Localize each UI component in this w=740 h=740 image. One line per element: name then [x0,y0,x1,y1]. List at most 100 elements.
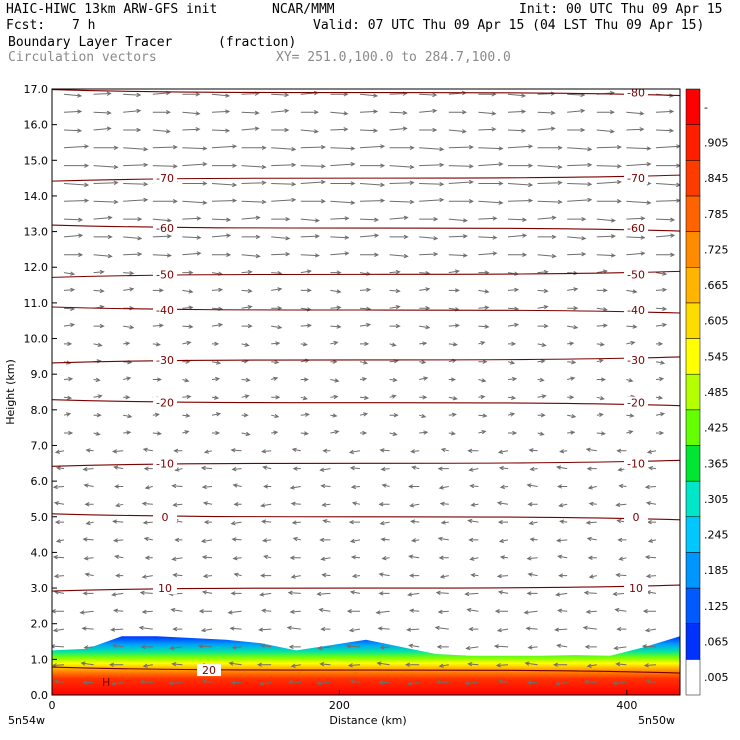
wind-vector [478,235,498,240]
contour-label-bg [624,396,649,409]
wind-vector [211,412,222,417]
contour-line [52,174,680,182]
wind-vector [316,591,331,597]
wind-vector [557,554,568,559]
y-tick-label: 8.0 [31,404,49,417]
wind-vector [618,483,627,489]
wind-vector [241,377,251,383]
wind-vector [93,394,103,399]
wind-vector [63,128,83,133]
wind-vector [271,216,291,222]
colorbar-swatch [685,231,701,268]
wind-vector [419,430,429,435]
wind-vector [143,536,153,542]
wind-vector [596,288,608,293]
wind-vector [557,484,568,489]
x-right-location: 5n50w [638,714,675,727]
wind-vector [655,182,680,188]
colorbar-swatch [685,88,701,125]
y-tick-label: 5.0 [31,511,49,524]
wind-vector [241,412,249,418]
wind-vector [359,412,369,417]
wind-vector [478,216,498,221]
wind-vector [586,466,597,471]
wind-vector [52,484,65,490]
wind-vector [389,145,415,151]
wind-vector [82,680,94,685]
wind-vector [436,644,449,650]
wind-vector [54,449,65,454]
wind-vector [63,322,76,328]
colorbar-label: .785 [704,208,729,221]
wind-vector [54,519,64,525]
wind-vector [171,556,183,561]
wind-vector [626,235,646,240]
colorbar-swatch [685,445,701,482]
wind-vector [567,197,593,203]
wind-vector [231,466,242,472]
wind-vector [260,643,272,649]
wind-vector [230,520,242,526]
wind-vector [407,681,420,686]
wind-vector [567,395,575,400]
wind-vector [381,555,390,561]
wind-vector [407,592,420,597]
wind-vector [389,199,415,205]
wind-vector [171,662,183,667]
wind-vector [123,376,132,381]
wind-vector [419,413,427,418]
wind-vector [596,358,604,364]
wind-vector [555,681,568,686]
y-tick-label: 17.0 [24,83,49,96]
wind-vector [468,626,479,632]
wind-vector [211,93,231,98]
y-tick-label: 7.0 [31,439,49,452]
colorbar-label: - [704,101,708,114]
contour-line [52,513,680,521]
wind-vector [626,251,646,256]
wind-vector [93,234,113,240]
wind-vector [448,253,468,258]
wind-vector [537,126,556,131]
wind-vector [410,519,420,524]
wind-vector [410,449,420,454]
wind-vector [173,448,183,454]
wind-vector [322,519,331,524]
wind-vector [93,342,103,347]
wind-vector [378,502,390,507]
wind-vector [507,182,534,188]
wind-vector [93,91,112,96]
wind-vector [81,626,94,631]
wind-vector [379,645,390,650]
contour-label-bg [624,89,649,99]
wind-vector [330,162,356,167]
contour-label-bg [153,396,178,409]
wind-vector [448,179,474,185]
wind-vector [419,324,431,330]
wind-vector [467,448,479,454]
wind-vector [330,429,340,435]
wind-vector [123,251,143,257]
wind-vector [359,360,369,365]
wind-vector [434,625,449,631]
wind-vector [478,430,487,435]
wind-vector [523,610,538,615]
wind-vector [93,412,102,418]
wind-vector [376,661,390,666]
wind-vector [141,574,153,579]
wind-vector [182,111,201,116]
wind-vector [408,643,420,649]
wind-vector [319,662,331,667]
wind-vector [389,377,398,383]
wind-vector [290,574,301,579]
y-tick-label: 0.0 [31,689,49,702]
wind-vector [656,430,665,436]
wind-vector [588,574,597,579]
wind-vector [271,359,280,365]
wind-vector [300,431,309,436]
wind-vector [271,236,291,241]
wind-vector [152,323,164,328]
wind-vector [507,412,516,417]
wind-vector [330,92,349,97]
wind-vector [349,590,361,595]
